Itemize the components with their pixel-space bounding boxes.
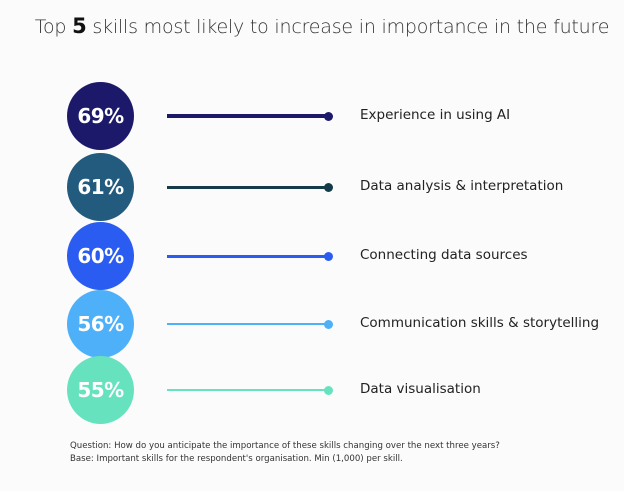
- connector-line: [167, 185, 329, 189]
- skill-row: 56% Communication skills & storytelling: [0, 289, 624, 359]
- title-suffix: skills most likely to increase in import…: [86, 16, 610, 38]
- chart-title: Top 5 skills most likely to increase in …: [0, 14, 624, 38]
- connector-line: [167, 389, 329, 391]
- connector-line: [167, 323, 329, 325]
- connector-line: [167, 254, 329, 258]
- connector-dot: [324, 111, 333, 121]
- footnote-question: Question: How do you anticipate the impo…: [70, 441, 500, 451]
- connector-dot: [324, 319, 333, 329]
- skill-label: Communication skills & storytelling: [360, 315, 600, 331]
- connector-dot: [324, 385, 333, 395]
- title-prefix: Top: [34, 16, 73, 38]
- skill-row: 61% Data analysis & interpretation: [0, 152, 624, 222]
- value-circle: 55%: [67, 356, 134, 424]
- skill-label: Data visualisation: [360, 381, 481, 397]
- title-number: 5: [72, 14, 87, 38]
- value-circle: 56%: [67, 290, 134, 358]
- skill-label: Connecting data sources: [360, 247, 528, 263]
- connector-line: [167, 114, 329, 118]
- value-circle: 69%: [67, 82, 134, 150]
- skill-row: 60% Connecting data sources: [0, 221, 624, 291]
- connector-dot: [324, 251, 333, 261]
- value-circle: 60%: [67, 222, 134, 290]
- connector-dot: [324, 182, 333, 192]
- value-circle: 61%: [67, 153, 134, 221]
- skill-label: Experience in using AI: [360, 107, 511, 123]
- skill-row: 69% Experience in using AI: [0, 81, 624, 151]
- skill-row: 55% Data visualisation: [0, 355, 624, 425]
- footnote-base: Base: Important skills for the responden…: [70, 454, 403, 464]
- skill-label: Data analysis & interpretation: [360, 178, 564, 194]
